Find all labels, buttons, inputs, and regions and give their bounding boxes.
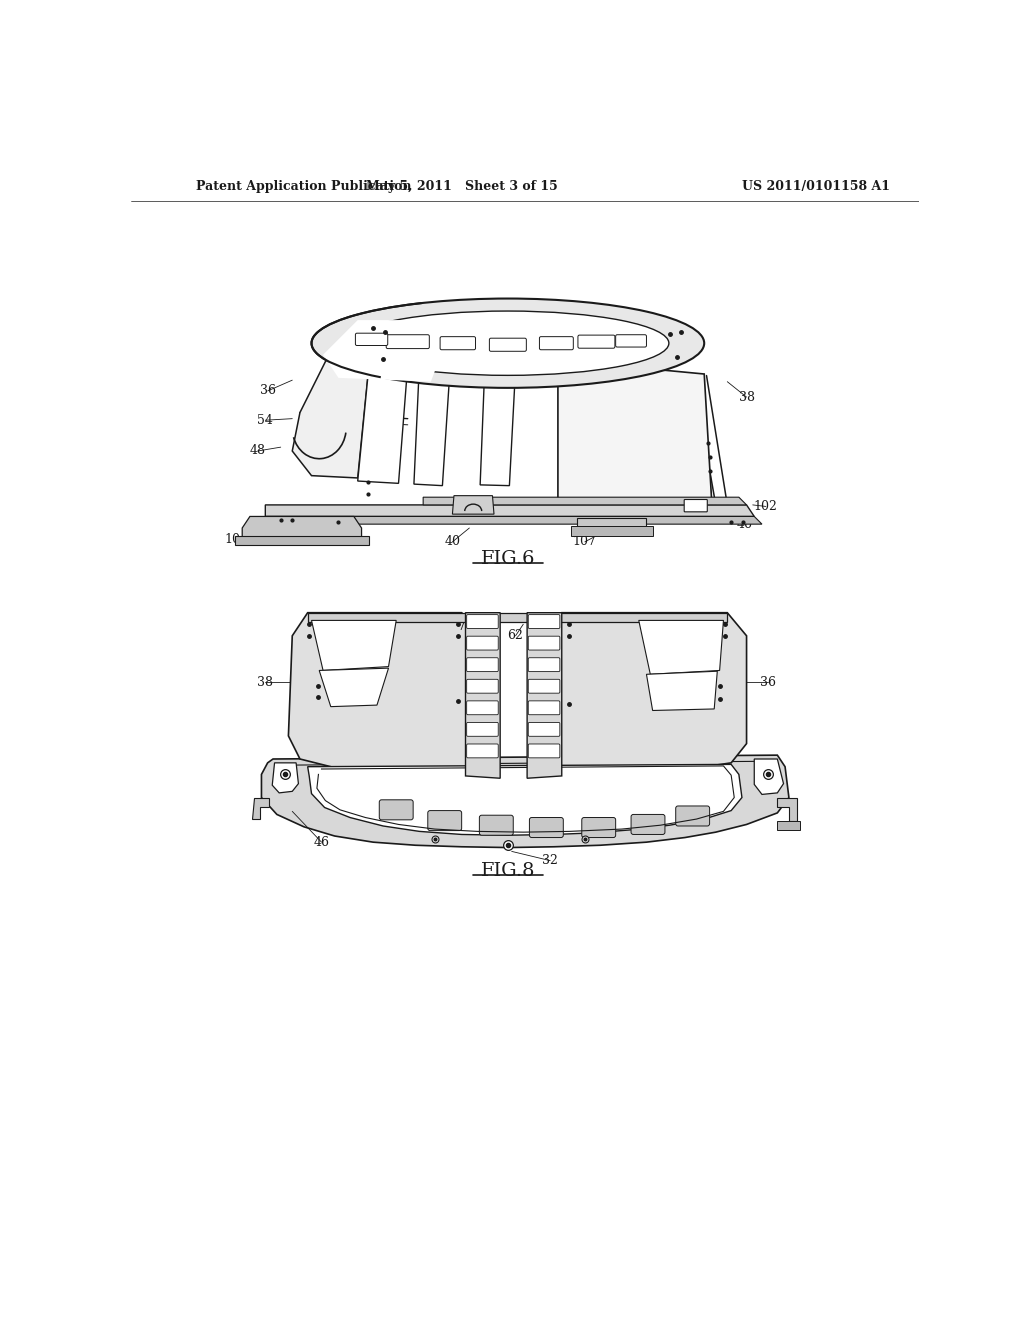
- Text: 104: 104: [225, 533, 249, 546]
- Text: 54: 54: [257, 413, 273, 426]
- FancyBboxPatch shape: [615, 335, 646, 347]
- Polygon shape: [357, 363, 408, 483]
- Polygon shape: [307, 612, 727, 622]
- Polygon shape: [292, 359, 370, 478]
- FancyBboxPatch shape: [528, 722, 560, 737]
- FancyBboxPatch shape: [528, 636, 560, 649]
- Text: 102: 102: [754, 500, 778, 513]
- Polygon shape: [265, 506, 755, 516]
- FancyBboxPatch shape: [467, 615, 499, 628]
- Polygon shape: [252, 797, 269, 818]
- FancyBboxPatch shape: [428, 810, 462, 830]
- FancyBboxPatch shape: [528, 657, 560, 672]
- FancyBboxPatch shape: [529, 817, 563, 838]
- FancyBboxPatch shape: [386, 335, 429, 348]
- Text: 46: 46: [737, 517, 753, 531]
- Text: US 2011/0101158 A1: US 2011/0101158 A1: [741, 181, 890, 194]
- FancyBboxPatch shape: [582, 817, 615, 838]
- Polygon shape: [646, 671, 717, 710]
- Polygon shape: [755, 759, 783, 795]
- FancyBboxPatch shape: [355, 333, 388, 346]
- FancyBboxPatch shape: [467, 636, 499, 649]
- Ellipse shape: [347, 312, 669, 375]
- FancyBboxPatch shape: [676, 807, 710, 826]
- Polygon shape: [639, 620, 724, 675]
- FancyBboxPatch shape: [631, 814, 665, 834]
- Text: 46: 46: [313, 836, 330, 849]
- Polygon shape: [323, 321, 454, 381]
- FancyBboxPatch shape: [479, 816, 513, 836]
- Polygon shape: [289, 612, 469, 775]
- FancyBboxPatch shape: [578, 335, 614, 348]
- Polygon shape: [319, 668, 388, 706]
- FancyBboxPatch shape: [379, 800, 413, 820]
- Polygon shape: [307, 764, 742, 836]
- Polygon shape: [243, 516, 361, 537]
- Text: 32: 32: [530, 306, 547, 319]
- Polygon shape: [558, 612, 746, 776]
- Polygon shape: [261, 755, 788, 847]
- FancyBboxPatch shape: [440, 337, 475, 350]
- FancyBboxPatch shape: [467, 657, 499, 672]
- FancyBboxPatch shape: [467, 680, 499, 693]
- Polygon shape: [466, 612, 500, 779]
- Text: FIG.6: FIG.6: [480, 550, 536, 568]
- Polygon shape: [571, 527, 652, 536]
- Text: 107: 107: [572, 536, 597, 548]
- Polygon shape: [578, 517, 646, 528]
- Polygon shape: [527, 612, 562, 779]
- FancyBboxPatch shape: [467, 744, 499, 758]
- Polygon shape: [558, 360, 712, 506]
- Text: 62: 62: [508, 630, 523, 643]
- FancyBboxPatch shape: [528, 701, 560, 714]
- Text: 48: 48: [250, 445, 265, 458]
- Text: 36: 36: [760, 676, 776, 689]
- Text: 40: 40: [444, 536, 461, 548]
- Text: 38: 38: [738, 391, 755, 404]
- Text: FIG.8: FIG.8: [480, 862, 536, 879]
- FancyBboxPatch shape: [467, 722, 499, 737]
- FancyBboxPatch shape: [684, 499, 708, 512]
- FancyBboxPatch shape: [528, 744, 560, 758]
- Text: Patent Application Publication: Patent Application Publication: [196, 181, 412, 194]
- Polygon shape: [265, 516, 762, 524]
- Text: 76: 76: [458, 620, 473, 634]
- Polygon shape: [480, 368, 515, 486]
- Polygon shape: [272, 763, 298, 793]
- FancyBboxPatch shape: [489, 338, 526, 351]
- Text: May 5, 2011   Sheet 3 of 15: May 5, 2011 Sheet 3 of 15: [366, 181, 557, 194]
- Polygon shape: [453, 496, 494, 515]
- Polygon shape: [777, 821, 801, 830]
- Text: 38: 38: [257, 676, 273, 689]
- FancyBboxPatch shape: [528, 680, 560, 693]
- Polygon shape: [414, 367, 451, 486]
- Polygon shape: [423, 498, 746, 506]
- Ellipse shape: [311, 298, 705, 388]
- Text: 36: 36: [260, 384, 275, 397]
- FancyBboxPatch shape: [528, 615, 560, 628]
- Polygon shape: [777, 797, 797, 821]
- Polygon shape: [311, 620, 396, 671]
- Text: 32: 32: [543, 854, 558, 867]
- FancyBboxPatch shape: [467, 701, 499, 714]
- Polygon shape: [234, 536, 370, 545]
- FancyBboxPatch shape: [540, 337, 573, 350]
